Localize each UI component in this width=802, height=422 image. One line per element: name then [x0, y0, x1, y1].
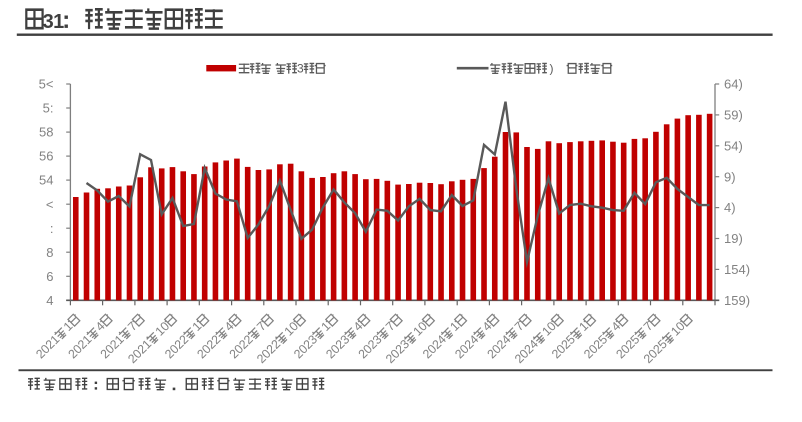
svg-text:3: 3	[297, 61, 304, 75]
svg-text:64): 64)	[724, 77, 743, 92]
svg-text:56: 56	[39, 149, 53, 164]
svg-text:54: 54	[39, 173, 53, 188]
svg-text:31: 31	[43, 11, 65, 33]
svg-text:): )	[550, 61, 554, 75]
svg-text:159): 159)	[724, 293, 750, 308]
svg-text:59): 59)	[724, 108, 743, 123]
svg-text::: :	[50, 221, 54, 236]
svg-text:4: 4	[46, 293, 53, 308]
svg-text:58: 58	[39, 125, 53, 140]
svg-text:8: 8	[46, 245, 53, 260]
svg-text:<: <	[46, 197, 54, 212]
svg-text:9): 9)	[724, 169, 736, 184]
svg-text:4): 4)	[724, 200, 736, 215]
svg-text:54): 54)	[724, 138, 743, 153]
svg-text:6: 6	[46, 269, 53, 284]
svg-text:5<: 5<	[39, 77, 54, 92]
svg-text:5:: 5:	[43, 101, 54, 116]
svg-text:19): 19)	[724, 231, 743, 246]
svg-text:154): 154)	[724, 262, 750, 277]
